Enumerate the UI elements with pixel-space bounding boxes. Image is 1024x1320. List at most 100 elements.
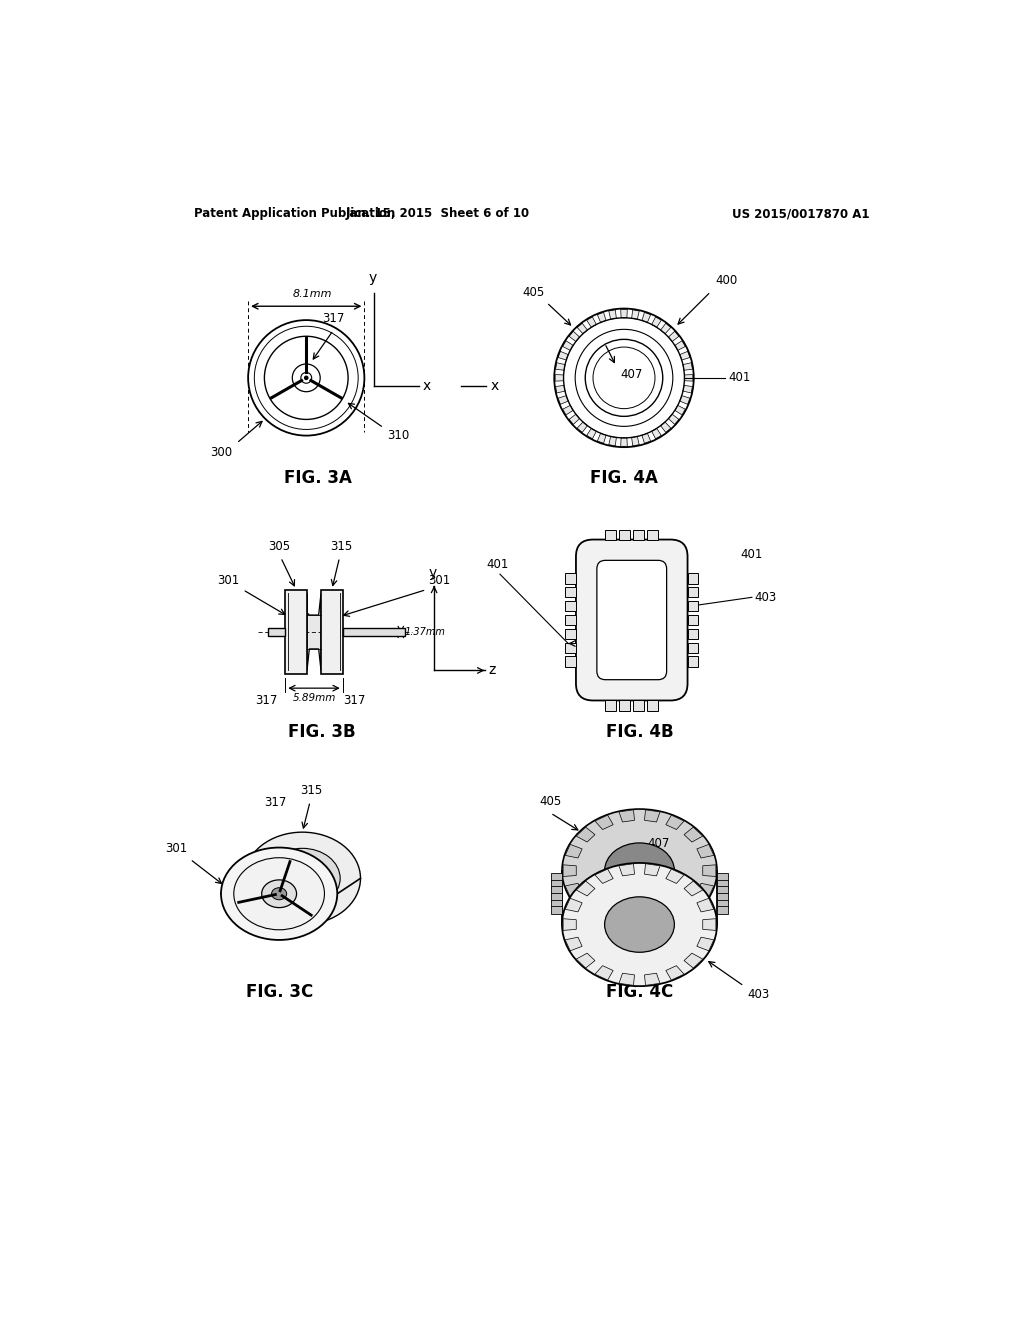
Text: 401: 401 xyxy=(740,548,763,561)
Circle shape xyxy=(304,376,308,380)
Text: 407: 407 xyxy=(621,367,642,380)
Polygon shape xyxy=(565,883,582,896)
Polygon shape xyxy=(683,363,692,371)
Polygon shape xyxy=(697,883,714,896)
Ellipse shape xyxy=(271,888,287,900)
Text: 405: 405 xyxy=(522,286,544,300)
Bar xyxy=(717,874,728,880)
Polygon shape xyxy=(651,317,662,327)
Bar xyxy=(633,701,644,711)
Text: 310: 310 xyxy=(387,429,410,442)
Text: y: y xyxy=(428,565,436,579)
Polygon shape xyxy=(644,973,660,985)
Polygon shape xyxy=(684,375,693,381)
Polygon shape xyxy=(565,899,582,912)
Polygon shape xyxy=(684,880,702,896)
Polygon shape xyxy=(563,919,577,931)
Polygon shape xyxy=(587,429,596,438)
Ellipse shape xyxy=(604,896,675,952)
Polygon shape xyxy=(642,433,650,444)
Polygon shape xyxy=(577,828,595,842)
Polygon shape xyxy=(578,323,588,334)
Ellipse shape xyxy=(262,880,297,908)
Bar xyxy=(605,529,616,540)
Ellipse shape xyxy=(221,847,337,940)
Ellipse shape xyxy=(562,809,717,932)
Bar xyxy=(286,590,307,675)
Bar xyxy=(565,656,575,668)
Polygon shape xyxy=(642,313,650,322)
Polygon shape xyxy=(578,422,588,433)
Text: FIG. 4A: FIG. 4A xyxy=(590,469,658,487)
Polygon shape xyxy=(632,437,639,446)
Polygon shape xyxy=(621,309,628,318)
Text: 401: 401 xyxy=(729,371,751,384)
Ellipse shape xyxy=(233,858,325,929)
Polygon shape xyxy=(666,912,684,927)
Polygon shape xyxy=(618,863,635,876)
Polygon shape xyxy=(644,919,660,932)
Bar xyxy=(343,628,404,636)
Polygon shape xyxy=(697,899,714,912)
Polygon shape xyxy=(644,810,660,822)
Ellipse shape xyxy=(288,867,316,890)
Text: FIG. 3A: FIG. 3A xyxy=(284,469,352,487)
Polygon shape xyxy=(556,385,565,393)
Polygon shape xyxy=(556,363,565,371)
Bar xyxy=(633,529,644,540)
Text: FIG. 4B: FIG. 4B xyxy=(605,723,674,741)
Text: x: x xyxy=(490,379,499,392)
Bar xyxy=(687,656,698,668)
Text: x: x xyxy=(423,379,431,392)
Text: 315: 315 xyxy=(330,540,352,553)
Bar xyxy=(620,701,630,711)
Bar xyxy=(687,573,698,583)
Bar xyxy=(565,586,575,598)
Text: 403: 403 xyxy=(748,987,769,1001)
Text: 301: 301 xyxy=(166,842,187,855)
Polygon shape xyxy=(565,937,582,950)
Polygon shape xyxy=(666,966,684,979)
Polygon shape xyxy=(666,869,684,883)
Text: 305: 305 xyxy=(268,540,290,553)
Bar xyxy=(687,601,698,611)
Text: 301: 301 xyxy=(428,573,451,586)
Bar xyxy=(551,887,562,894)
Text: 8.1mm: 8.1mm xyxy=(293,289,332,300)
Text: US 2015/0017870 A1: US 2015/0017870 A1 xyxy=(732,207,870,220)
Polygon shape xyxy=(555,375,563,381)
Bar xyxy=(687,586,698,598)
Bar xyxy=(687,643,698,653)
Polygon shape xyxy=(577,953,595,968)
Polygon shape xyxy=(577,899,595,915)
Text: 401: 401 xyxy=(486,558,509,572)
Polygon shape xyxy=(558,396,568,404)
Text: 300: 300 xyxy=(211,446,232,458)
Ellipse shape xyxy=(245,832,360,924)
Bar xyxy=(565,573,575,583)
Bar xyxy=(551,874,562,880)
Text: 5.89mm: 5.89mm xyxy=(292,693,336,702)
Text: 315: 315 xyxy=(301,784,323,797)
Bar xyxy=(620,529,630,540)
Text: 301: 301 xyxy=(217,573,240,586)
Bar xyxy=(268,628,286,636)
Polygon shape xyxy=(683,385,692,393)
Polygon shape xyxy=(675,405,685,414)
Polygon shape xyxy=(651,429,662,438)
Ellipse shape xyxy=(562,863,717,986)
Polygon shape xyxy=(577,880,595,896)
Bar xyxy=(687,615,698,626)
Polygon shape xyxy=(702,919,716,931)
Polygon shape xyxy=(558,351,568,360)
Bar xyxy=(647,701,658,711)
Polygon shape xyxy=(595,816,613,829)
Bar xyxy=(551,880,562,887)
Bar xyxy=(717,887,728,894)
Text: FIG. 4C: FIG. 4C xyxy=(606,983,673,1002)
Ellipse shape xyxy=(264,849,340,908)
Bar xyxy=(551,894,562,900)
Bar xyxy=(551,899,562,907)
Polygon shape xyxy=(644,863,660,876)
Polygon shape xyxy=(621,438,628,446)
